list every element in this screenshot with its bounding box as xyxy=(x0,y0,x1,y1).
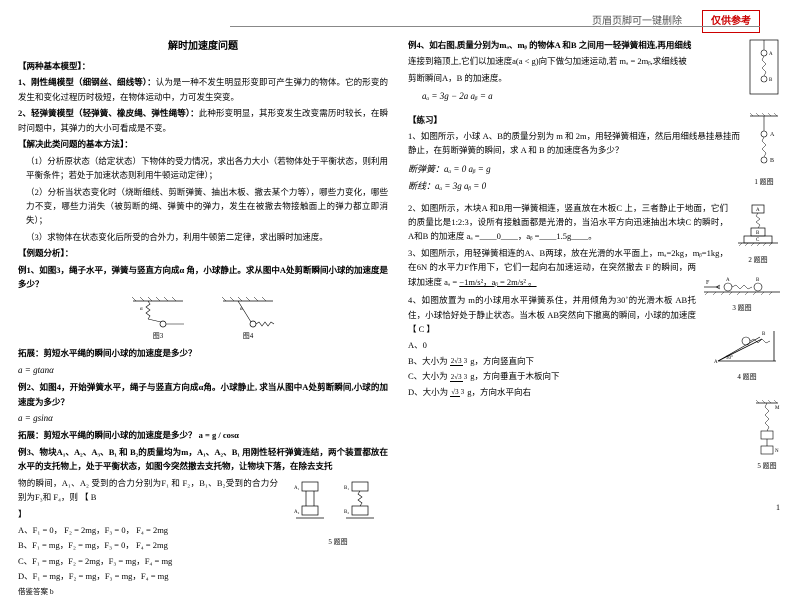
svg-text:A₁: A₁ xyxy=(294,486,300,491)
svg-text:B: B xyxy=(756,231,760,236)
p5-svg: MN xyxy=(752,400,782,456)
p3-svg: F A B xyxy=(702,275,782,299)
fig4-svg: α xyxy=(218,296,278,331)
ex2-text: 例2、如图4，开始弹簧水平，绳子与竖直方向成α角。小球静止, 求当从图中A处剪断… xyxy=(18,382,388,406)
left-column: 解时加速度问题 【两种基本模型】： 1、刚性绳模型（细钢丝、细线等）：认为是一种… xyxy=(0,0,400,565)
fig-3-4-row: α 图3 α 图4 xyxy=(18,296,388,343)
optC: C、F₁ = mg，F₂ = 2mg，F₃ = mg，F₄ = mg xyxy=(18,554,388,568)
svg-text:M: M xyxy=(775,406,780,411)
svg-text:A: A xyxy=(770,132,775,138)
p2-fig: A B C 2 题图 xyxy=(734,201,782,267)
p1-fig-label: 1 题图 xyxy=(746,177,782,189)
p1-fig: AB 1 题图 xyxy=(746,113,782,189)
ex1-text: 例1、如图3，绳子水平，弹簧与竖直方向成α 角，小球静止。求从图中A处剪断瞬间小… xyxy=(18,265,388,289)
optD: D、F₁ = mg，F₂ = mg，F₃ = mg，F₄ = mg xyxy=(18,569,388,583)
svg-text:α: α xyxy=(240,307,243,312)
p5-fig-label: 5 题图 xyxy=(752,461,782,473)
p1: 1、如图所示，小球 A、B的质量分别为 m 和 2m，用轻弹簧相连，然后用细线悬… xyxy=(408,129,782,158)
p3-ans: −1m/s²，aᵦ = 2m/s² 。 xyxy=(459,277,536,287)
fig5-label: 5 题图 xyxy=(288,537,388,549)
p4-svg: 30° A B xyxy=(712,323,782,367)
fig4: α 图4 xyxy=(218,296,278,343)
p1-a1: 断弹簧：aₐ = 0 aᵦ = g xyxy=(408,162,782,177)
svg-text:A: A xyxy=(769,52,773,57)
p3-fig: F A B 3 题图 xyxy=(702,275,782,315)
p4C-pre: C、大小为 xyxy=(408,371,450,381)
p3-text: 3、如图所示，用轻弹簧相连的A、B两球，放在光滑的水平面上，mₐ=2kg，mᵦ=… xyxy=(408,248,728,287)
ex4-line3: 剪断瞬间A，B 的加速度。 xyxy=(408,71,782,85)
fig4-label: 图4 xyxy=(218,331,278,343)
footnote: 借鉴答案 b xyxy=(18,586,388,598)
p1-svg: AB xyxy=(746,113,782,173)
p2-fig-label: 2 题图 xyxy=(734,255,782,267)
p4D-pre: D、大小为 xyxy=(408,387,450,397)
svg-text:A: A xyxy=(726,278,730,283)
fig3-svg: α xyxy=(128,296,188,331)
p4D-suf: g，方向水平向右 xyxy=(465,387,531,397)
model1-title: 1、刚性绳模型（细钢丝、细线等）： xyxy=(18,77,156,87)
p4D: D、大小为 √33 g，方向水平向右 xyxy=(408,385,782,399)
p2-svg: A B C xyxy=(734,201,782,251)
frac-c: 2√33 xyxy=(450,374,468,381)
svg-text:A: A xyxy=(714,360,718,365)
svg-text:A: A xyxy=(756,208,760,213)
method1: （1）分析原状态（给定状态）下物体的受力情况，求出各力大小（若物体处于平衡状态，… xyxy=(18,154,388,183)
right-column: AB 例4、如右图,质量分别为mₐ、mᵦ 的物体A 和B 之间用一轻弹簧相连,再… xyxy=(400,0,800,565)
svg-text:C: C xyxy=(756,238,760,243)
svg-text:N: N xyxy=(775,449,779,454)
method-header: 【解决此类问题的基本方法】： xyxy=(18,137,388,151)
p2: 2、如图所示，木块A 和B用一弹簧相连，竖直放在木板C 上，三者静止于地面，它们… xyxy=(408,201,782,244)
svg-text:B: B xyxy=(756,278,760,283)
p4C-suf: g，方向垂直于木板向下 xyxy=(468,371,559,381)
ext1-label: 拓展：剪短水平绳的瞬间小球的加速度是多少？ xyxy=(18,346,388,360)
frac-d: √33 xyxy=(450,389,465,396)
fig5-svg: A₁ A₂ B₁ B₂ xyxy=(288,478,388,533)
ex4-ans: aₐ = 3g − 2a aᵦ = a xyxy=(422,89,782,104)
ext1-formula: a = gtanα xyxy=(18,363,388,378)
ex4-line2: 连接到箱顶上,它们以加速度a(a < g)向下做匀加速运动,若 mₐ = 2mᵦ… xyxy=(408,54,782,68)
practice-header: 【练习】 xyxy=(408,113,782,127)
model2-title: 2、轻弹簧模型（轻弹簧、橡皮绳、弹性绳等）： xyxy=(18,108,199,118)
svg-text:A₂: A₂ xyxy=(294,510,300,515)
ex2: 例2、如图4，开始弹簧水平，绳子与竖直方向成α角。小球静止, 求当从图中A处剪断… xyxy=(18,380,388,409)
ex4-line1: 例4、如右图,质量分别为mₐ、mᵦ 的物体A 和B 之间用一轻弹簧相连,再用细线 xyxy=(408,38,782,52)
ex1: 例1、如图3，绳子水平，弹簧与竖直方向成α 角，小球静止。求从图中A处剪断瞬间小… xyxy=(18,263,388,292)
svg-text:B: B xyxy=(769,78,773,83)
p4-fig: 30° A B 4 题图 xyxy=(712,323,782,383)
p4-fig-label: 4 题图 xyxy=(712,372,782,384)
svg-text:B: B xyxy=(770,158,774,164)
svg-text:F: F xyxy=(706,280,710,286)
p4B-suf: g，方向竖直向下 xyxy=(468,356,534,366)
p5-fig: MN 5 题图 xyxy=(752,400,782,472)
ex3-text: 例3、物块A₁、A₂、A₃、B₁ 和 B₂的质量均为m，A₁、A₂、B₁ 用刚性… xyxy=(18,447,388,471)
p4B-pre: B、大小为 xyxy=(408,356,450,366)
page-number: 1 xyxy=(776,501,780,515)
svg-text:α: α xyxy=(140,307,143,312)
svg-text:30°: 30° xyxy=(726,356,733,361)
ex4-svg: AB xyxy=(746,38,782,96)
model2: 2、轻弹簧模型（轻弹簧、橡皮绳、弹性绳等）：此种形变明显，其形变发生改变需历时较… xyxy=(18,106,388,135)
example-header: 【例题分析】： xyxy=(18,246,388,260)
ex4-text: 例4、如右图,质量分别为mₐ、mᵦ 的物体A 和B 之间用一轻弹簧相连,再用细线 xyxy=(408,40,691,50)
ex4-fig: AB xyxy=(746,38,782,100)
fig3-label: 图3 xyxy=(128,331,188,343)
method3: （3）求物体在状态变化后所受的合外力，利用牛顿第二定律，求出瞬时加速度。 xyxy=(18,230,388,244)
method2: （2）分析当状态变化时（烧断细线、剪断弹簧、抽出木板、撤去某个力等），哪些力变化… xyxy=(18,185,388,228)
svg-text:B₂: B₂ xyxy=(344,510,349,515)
doc-title: 解时加速度问题 xyxy=(18,38,388,55)
ext2: 拓展：剪短水平绳的瞬间小球的加速度是多少？ a = g / cosα xyxy=(18,428,388,442)
svg-text:B: B xyxy=(762,332,766,337)
svg-text:B₁: B₁ xyxy=(344,486,349,491)
model1: 1、刚性绳模型（细钢丝、细线等）：认为是一种不发生明显形变即可产生弹力的物体。它… xyxy=(18,75,388,104)
p3-fig-label: 3 题图 xyxy=(702,303,782,315)
frac-b: 2√33 xyxy=(450,358,468,365)
ex3: 例3、物块A₁、A₂、A₃、B₁ 和 B₂的质量均为m，A₁、A₂、B₁ 用刚性… xyxy=(18,445,388,474)
p1-a2: 断线：aₐ = 3g aᵦ = 0 xyxy=(408,179,782,194)
ex2-formula: a = gsinα xyxy=(18,411,388,426)
model-header: 【两种基本模型】： xyxy=(18,59,388,73)
fig5: A₁ A₂ B₁ B₂ 5 题图 xyxy=(288,478,388,549)
fig3: α 图3 xyxy=(128,296,188,343)
